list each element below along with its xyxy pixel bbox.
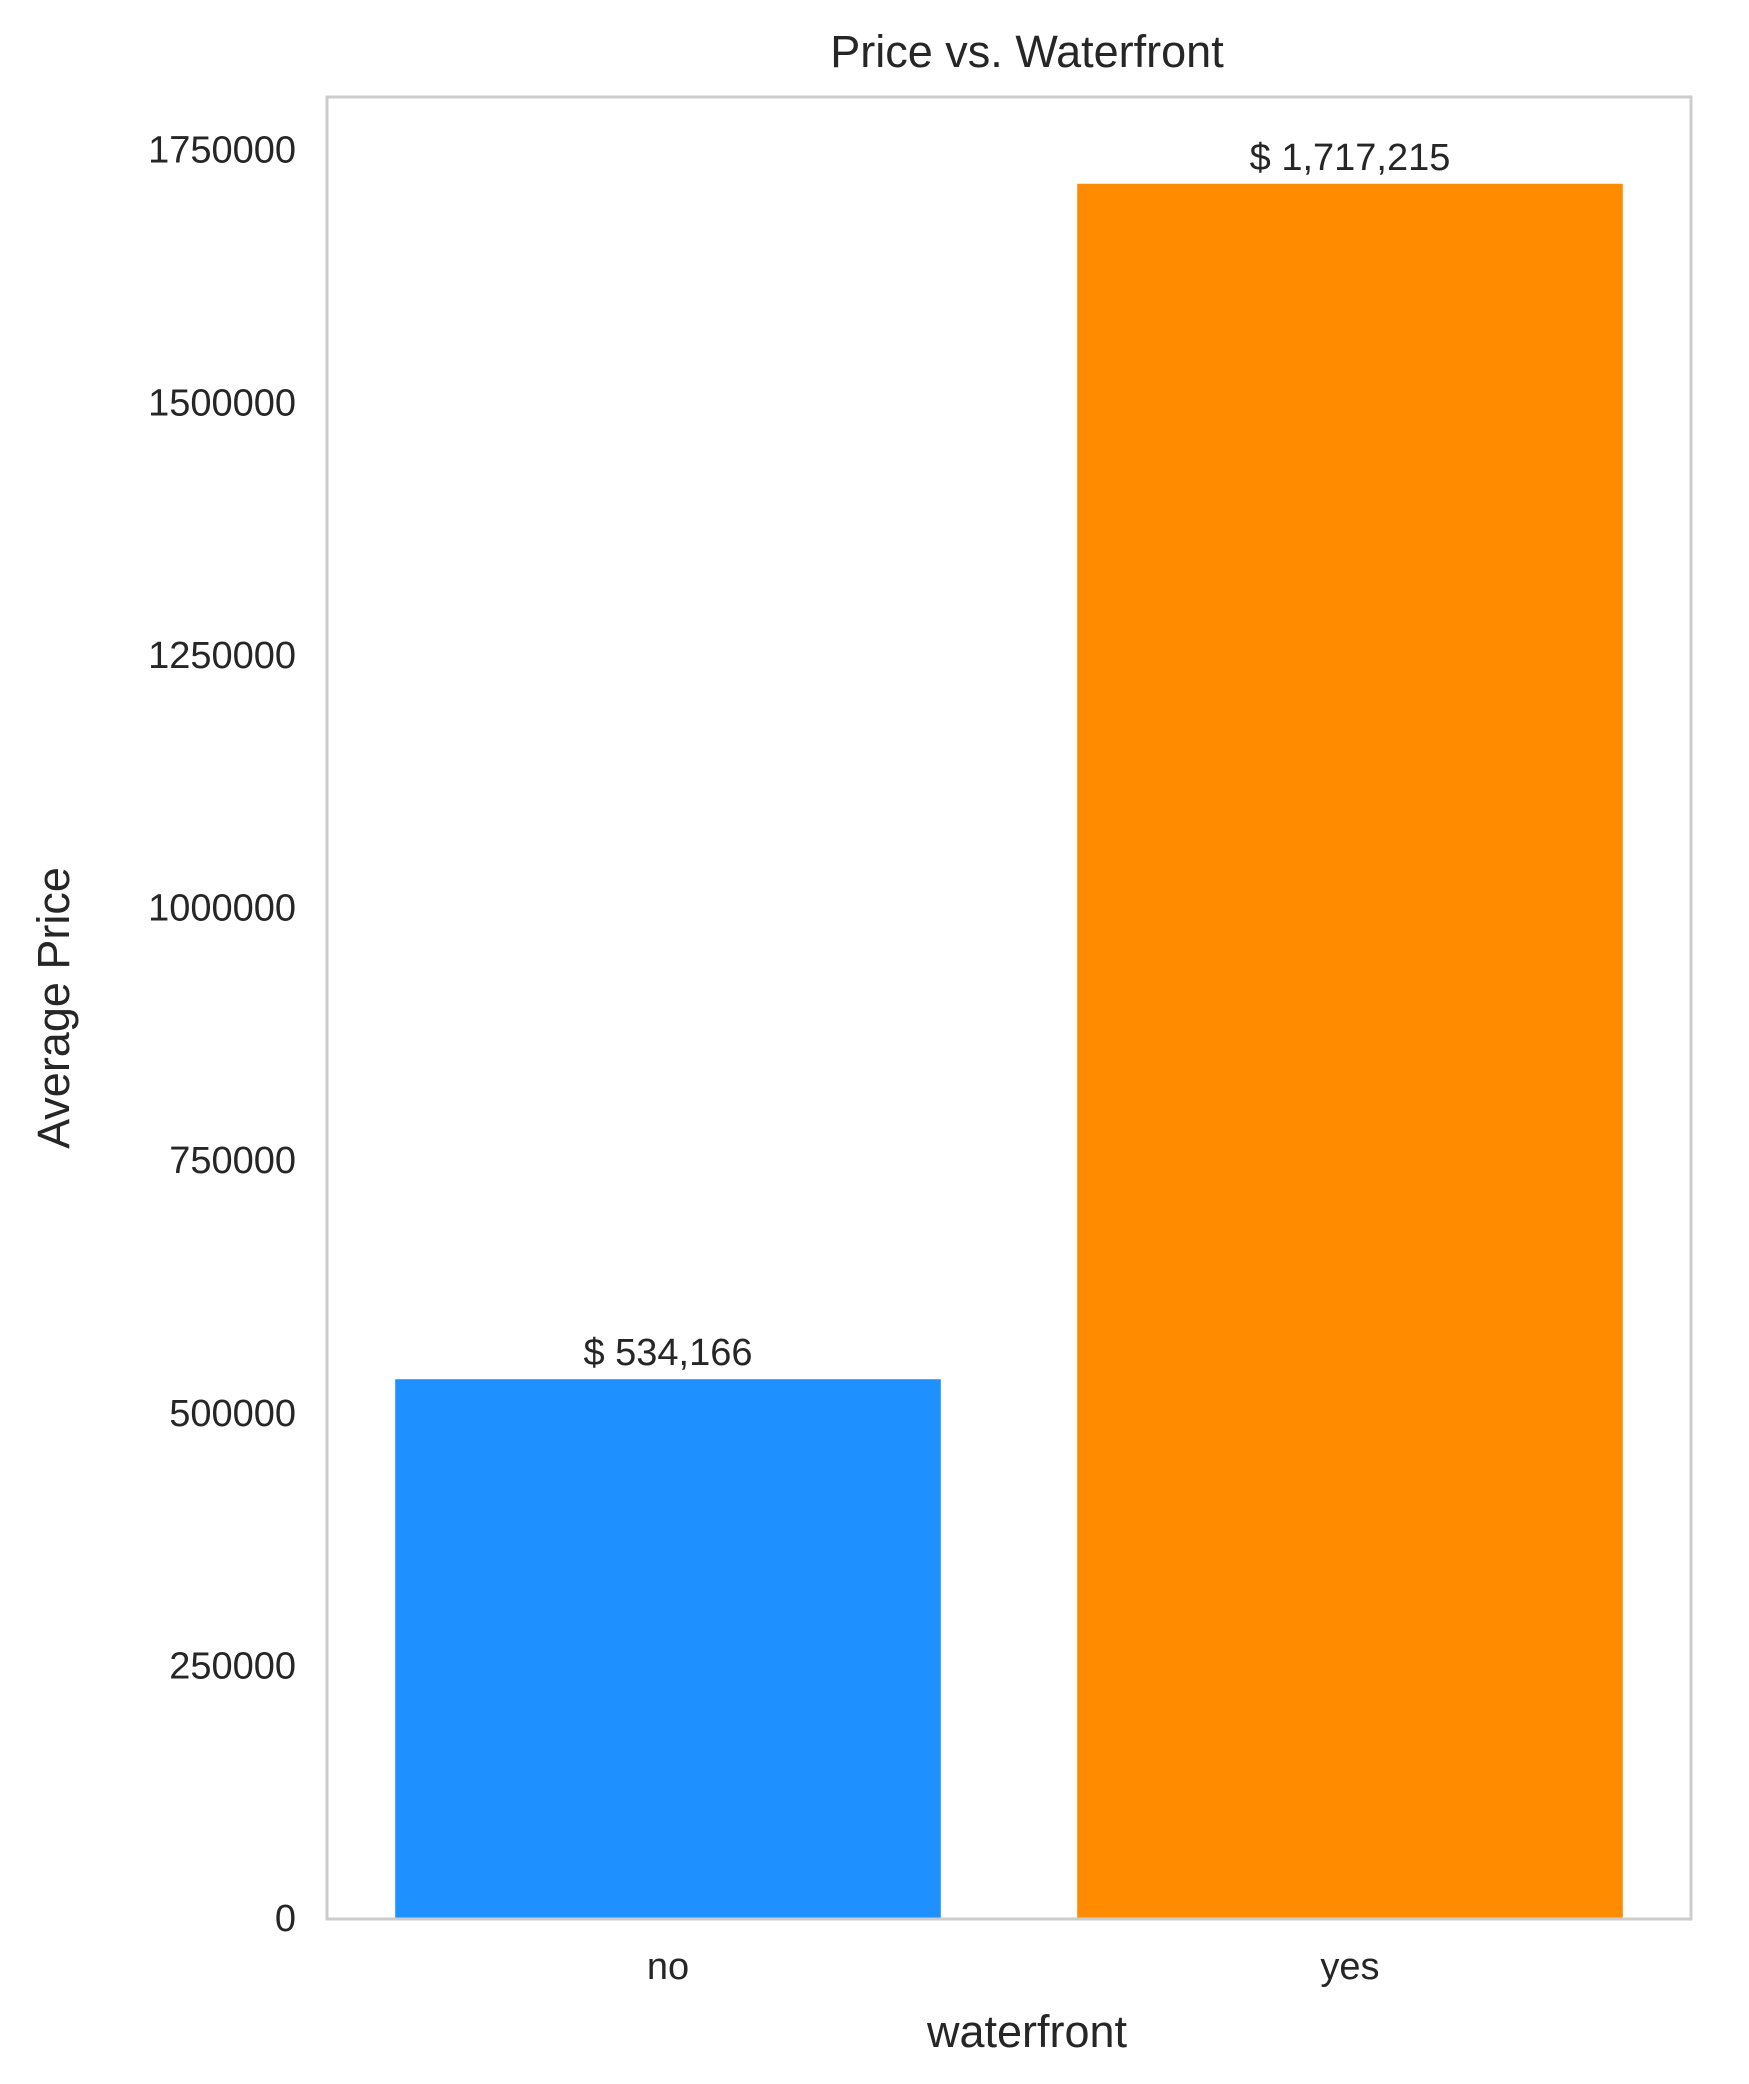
chart-title: Price vs. Waterfront xyxy=(830,26,1224,77)
y-tick-label: 750000 xyxy=(169,1140,296,1182)
y-tick-label: 1500000 xyxy=(148,382,296,424)
y-tick-labels: 0 250000 500000 750000 1000000 1250000 1500000… xyxy=(148,130,296,1940)
x-tick-labels: no yes xyxy=(647,1946,1380,1988)
x-tick-label-no: no xyxy=(647,1946,689,1988)
x-axis-label: waterfront xyxy=(926,2006,1128,2057)
bar-value-label-yes: $ 1,717,215 xyxy=(1250,137,1451,179)
y-tick-label: 0 xyxy=(275,1898,296,1940)
y-tick-label: 1750000 xyxy=(148,130,296,172)
bars xyxy=(395,183,1623,1919)
data-labels: $ 534,166 $ 1,717,215 xyxy=(583,137,1450,1374)
y-tick-label: 250000 xyxy=(169,1645,296,1687)
y-tick-label: 1000000 xyxy=(148,888,296,930)
y-tick-label: 1250000 xyxy=(148,635,296,677)
x-tick-label-yes: yes xyxy=(1320,1946,1379,1988)
bar-value-label-no: $ 534,166 xyxy=(583,1332,752,1374)
y-tick-label: 500000 xyxy=(169,1393,296,1435)
y-axis-label: Average Price xyxy=(28,867,79,1149)
plot-frame xyxy=(325,95,1693,1921)
bar-yes xyxy=(1077,183,1623,1919)
bar-no xyxy=(395,1379,941,1919)
